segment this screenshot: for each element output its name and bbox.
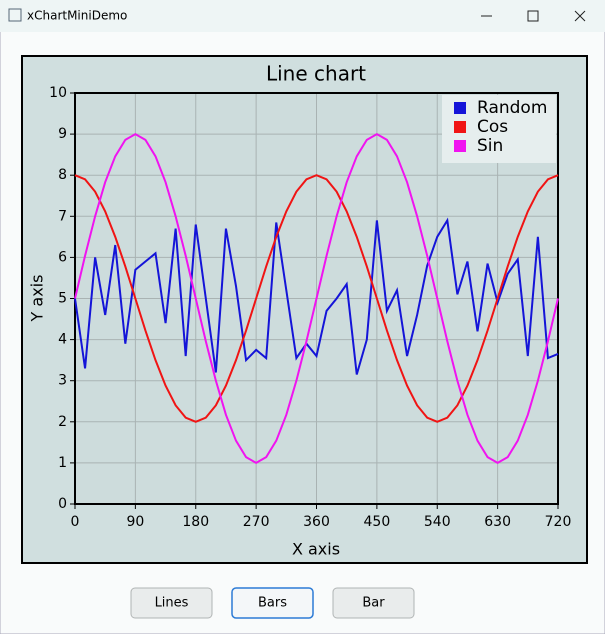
y-tick-label: 5: [58, 291, 67, 307]
legend-label: Sin: [477, 136, 503, 156]
y-tick-label: 0: [58, 496, 67, 512]
y-tick-label: 8: [58, 167, 67, 183]
y-tick-label: 9: [58, 126, 67, 142]
button[interactable]: Bars: [231, 587, 314, 619]
x-tick-label: 270: [243, 514, 270, 530]
button[interactable]: Lines: [130, 587, 213, 619]
y-tick-label: 10: [49, 85, 67, 101]
button-face[interactable]: [130, 587, 213, 619]
x-tick-label: 0: [71, 514, 80, 530]
close-button[interactable]: [574, 10, 586, 22]
y-tick-label: 4: [58, 332, 67, 348]
legend-swatch: [454, 140, 466, 152]
y-tick-label: 3: [58, 373, 67, 389]
legend-swatch: [454, 102, 466, 114]
legend-label: Random: [477, 98, 547, 118]
x-tick-label: 540: [424, 514, 451, 530]
button-face[interactable]: [332, 587, 415, 619]
plot: 0 1 2 3 4 5 6 7 8 9 10 0 90 180 270 360 450 540 630 720 Rand…: [49, 85, 571, 530]
x-tick-label: 360: [303, 514, 330, 530]
button-label[interactable]: Bars: [258, 596, 287, 611]
button-label[interactable]: Bar: [362, 596, 385, 611]
x-tick-label: 90: [126, 514, 144, 530]
y-tick-label: 2: [58, 414, 67, 430]
line-series: [74, 217, 559, 375]
chart-title: Line chart: [266, 62, 366, 86]
title-bar: [0, 0, 605, 32]
legend-swatch: [454, 121, 466, 133]
line-series: [74, 132, 559, 465]
button-label[interactable]: Lines: [155, 596, 189, 611]
legend-label: Cos: [477, 117, 508, 137]
x-tick-label: 450: [364, 514, 391, 530]
line-series: [74, 174, 559, 423]
app-icon: [8, 8, 22, 22]
maximize-button[interactable]: [527, 10, 539, 22]
button[interactable]: Bar: [332, 587, 415, 619]
x-tick-label: 180: [182, 514, 209, 530]
y-tick-label: 1: [58, 455, 67, 471]
window-title: xChartMiniDemo: [27, 9, 127, 23]
x-axis-label: X axis: [292, 540, 340, 559]
y-axis-label: Y axis: [28, 275, 47, 323]
x-tick-label: 630: [484, 514, 511, 530]
button-bar: Lines Bars Bar: [130, 587, 415, 619]
y-tick-label: 7: [58, 208, 67, 224]
button-face[interactable]: [231, 587, 314, 619]
y-tick-label: 6: [58, 249, 67, 265]
x-tick-label: 720: [545, 514, 572, 530]
